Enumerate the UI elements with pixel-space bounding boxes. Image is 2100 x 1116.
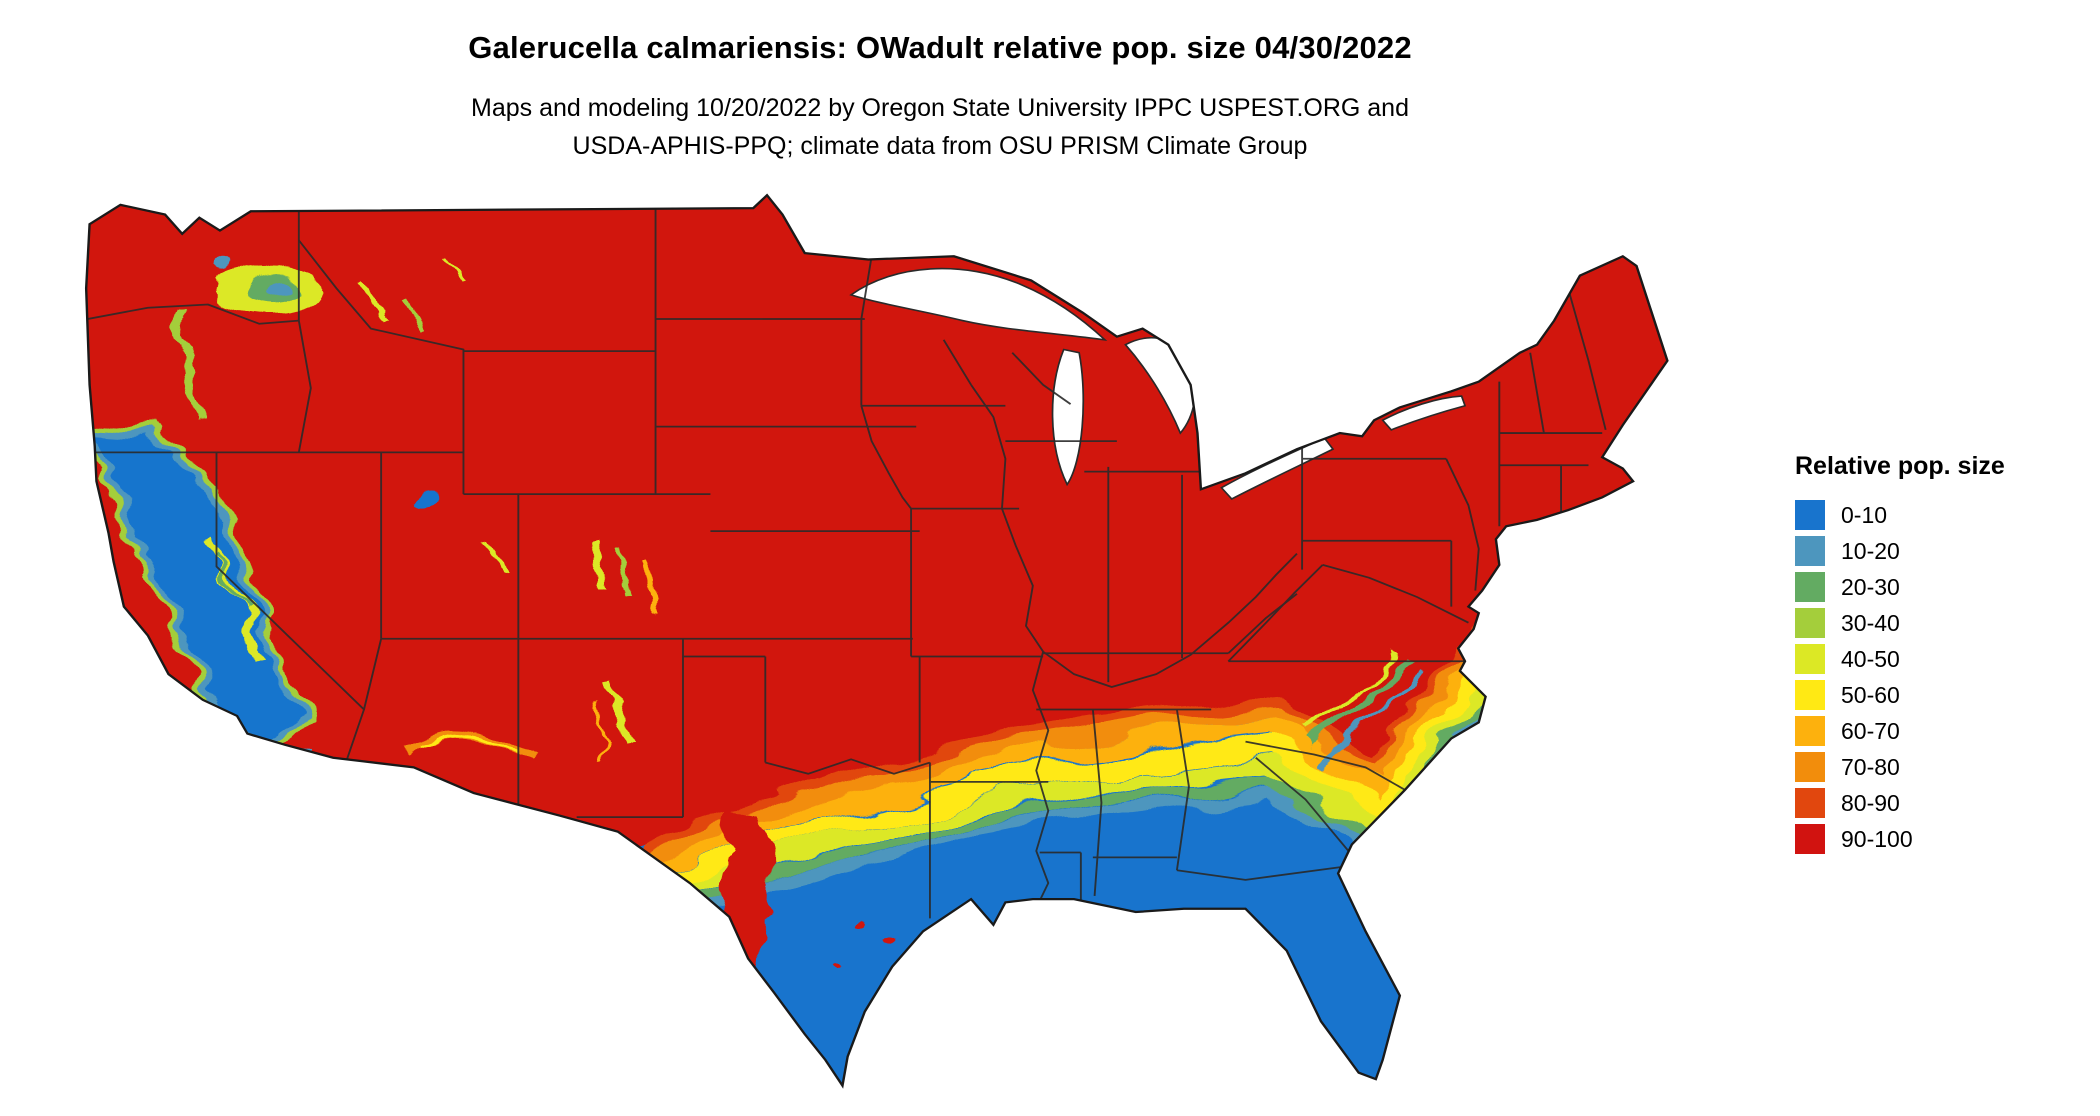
lake-erie xyxy=(1220,436,1335,500)
legend-swatch xyxy=(1795,788,1825,818)
legend-item: 30-40 xyxy=(1795,605,2085,641)
legend-swatch xyxy=(1795,536,1825,566)
legend-item: 90-100 xyxy=(1795,821,2085,857)
legend-label: 50-60 xyxy=(1841,682,1900,708)
legend-swatch xyxy=(1795,716,1825,746)
map-paint xyxy=(86,195,1668,1086)
legend-label: 60-70 xyxy=(1841,718,1900,744)
red-speck xyxy=(884,943,894,952)
page-title: Galerucella calmariensis: OWadult relati… xyxy=(468,30,1412,65)
legend-label: 30-40 xyxy=(1841,610,1900,636)
legend-swatch xyxy=(1795,680,1825,710)
subtitle-line-2: USDA-APHIS-PPQ; climate data from OSU PR… xyxy=(572,132,1308,160)
legend-swatch xyxy=(1795,500,1825,530)
subtitle-line-1: Maps and modeling 10/20/2022 by Oregon S… xyxy=(471,94,1409,122)
legend-label: 0-10 xyxy=(1841,502,1888,528)
legend-item: 10-20 xyxy=(1795,533,2085,569)
us-map-svg xyxy=(84,194,1669,1087)
legend: Relative pop. size 0-10 10-20 20-30 30-40 40… xyxy=(1795,452,2085,857)
red-speck xyxy=(854,918,865,929)
legend-item: 40-50 xyxy=(1795,641,2085,677)
cascades-patches xyxy=(174,256,327,426)
lake-ontario xyxy=(1381,395,1467,431)
legend-items: 0-10 10-20 20-30 30-40 40-50 50-60 60-70 70-80 8… xyxy=(1795,497,2085,857)
legend-item: 70-80 xyxy=(1795,749,2085,785)
legend-label: 80-90 xyxy=(1841,790,1900,816)
red-speck xyxy=(830,963,838,970)
legend-label: 70-80 xyxy=(1841,754,1900,780)
legend-item: 60-70 xyxy=(1795,713,2085,749)
legend-item: 20-30 xyxy=(1795,569,2085,605)
legend-title: Relative pop. size xyxy=(1795,452,2005,480)
rockies-streaks xyxy=(360,263,655,762)
legend-swatch xyxy=(1795,752,1825,782)
legend-item: 50-60 xyxy=(1795,677,2085,713)
legend-swatch xyxy=(1795,644,1825,674)
legend-item: 80-90 xyxy=(1795,785,2085,821)
legend-label: 90-100 xyxy=(1841,826,1913,852)
legend-label: 20-30 xyxy=(1841,574,1900,600)
legend-item: 0-10 xyxy=(1795,497,2085,533)
state-borders xyxy=(86,204,1607,919)
legend-swatch xyxy=(1795,824,1825,854)
great-salt-lake xyxy=(413,492,438,509)
lake-superior xyxy=(849,267,1108,341)
lake-michigan xyxy=(1051,348,1085,487)
great-lakes xyxy=(849,267,1467,500)
legend-swatch xyxy=(1795,608,1825,638)
legend-label: 10-20 xyxy=(1841,538,1900,564)
legend-swatch xyxy=(1795,572,1825,602)
us-population-map xyxy=(45,192,1760,1092)
legend-label: 40-50 xyxy=(1841,646,1900,672)
